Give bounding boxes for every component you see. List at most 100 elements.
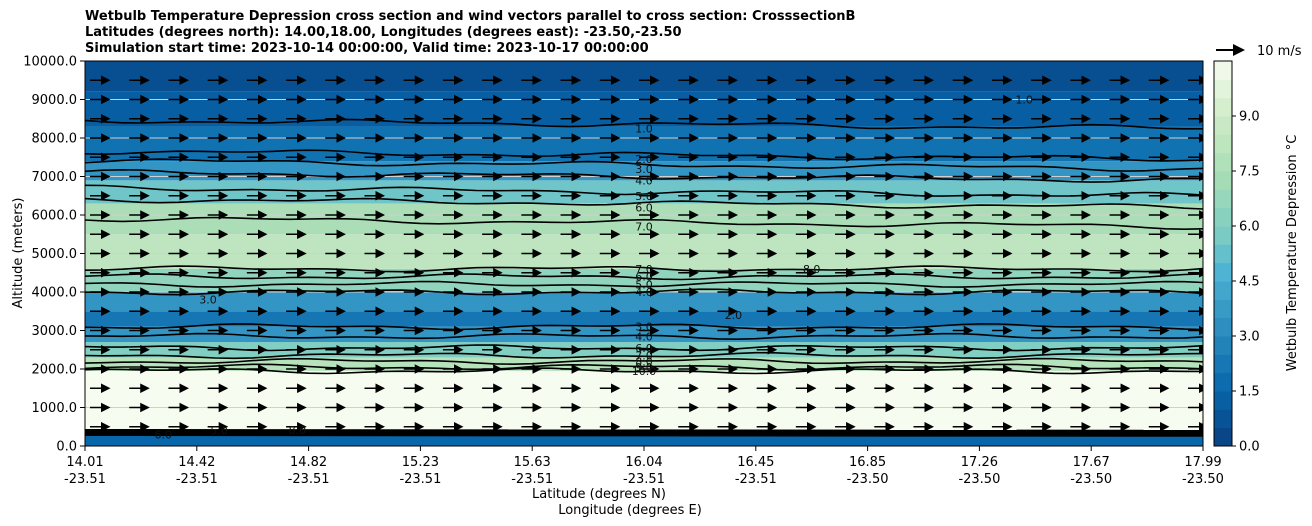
colorbar-segment-16	[1214, 134, 1232, 154]
contour-band-14	[85, 61, 1203, 92]
contour-band-13	[85, 91, 1203, 127]
x-tick-label-lon-9: -23.50	[1070, 472, 1112, 487]
contour-label-16: 8.0	[635, 355, 653, 368]
y-tick-label-10: 10000.0	[23, 55, 77, 70]
x-tick-label-lat-8: 17.26	[961, 455, 998, 470]
colorbar-segment-14	[1214, 171, 1232, 190]
x-tick-label-lon-0: -23.51	[64, 472, 106, 487]
x-tick-label-lat-0: 14.01	[66, 455, 103, 470]
y-tick-label-8: 8000.0	[32, 132, 78, 147]
colorbar-segment-9	[1214, 262, 1232, 282]
contour-line-16	[85, 363, 1203, 371]
x-tick-label-lat-10: 17.99	[1184, 455, 1221, 470]
x-tick-label-lat-2: 14.82	[290, 455, 327, 470]
y-tick-label-5: 5000.0	[32, 247, 78, 262]
contour-label-17: 9.0	[635, 361, 653, 374]
x-tick-label-lat-7: 16.85	[849, 455, 886, 470]
colorbar-segment-0	[1214, 427, 1232, 447]
x-tick-label-lon-7: -23.50	[847, 472, 889, 487]
contour-band-8	[85, 234, 1203, 269]
x-tick-label-lat-1: 14.42	[178, 455, 215, 470]
contour-label-7: 7.0	[635, 221, 653, 234]
contour-label-24: 6.0	[155, 428, 173, 441]
contour-band-5	[85, 311, 1203, 327]
contour-line-7	[85, 265, 1203, 273]
colorbar-segment-12	[1214, 207, 1232, 227]
colorbar-segment-1	[1214, 409, 1232, 429]
contour-label-21: 8.0	[803, 263, 821, 276]
contour-label-15: 7.0	[635, 350, 653, 363]
contour-label-23: 8.0	[289, 424, 307, 437]
contour-label-6: 6.0	[635, 201, 653, 214]
x-axis: 14.01 -23.51 14.42 -23.51 14.82 -23.51 15.23 -2…	[64, 446, 1224, 487]
contour-label-10: 5.0	[635, 278, 653, 291]
contour-line-2	[85, 158, 1203, 172]
contour-band-1	[85, 370, 1203, 431]
colorbar-segment-4	[1214, 354, 1232, 374]
y-tick-label-6: 6000.0	[32, 209, 78, 224]
colorbar-segment-18	[1214, 97, 1232, 117]
x-axis-label-latitude: Latitude (degrees N)	[532, 487, 666, 502]
x-tick-label-lon-8: -23.50	[958, 472, 1000, 487]
contour-label-14: 6.0	[635, 342, 653, 355]
wind-vectors	[90, 75, 1203, 432]
colorbar: 0.0 1.5 3.0 4.5 6.0 7.5 9.0	[1213, 60, 1260, 455]
contour-label-11: 4.0	[635, 286, 653, 299]
contour-label-8: 7.0	[635, 263, 653, 276]
contour-label-20: 2.0	[725, 309, 743, 322]
x-tick-label-lon-1: -23.51	[176, 472, 218, 487]
contour-line-8	[85, 273, 1203, 281]
chart-title-line-3: Simulation start time: 2023-10-14 00:00:…	[85, 41, 649, 56]
colorbar-tick-label-2: 3.0	[1239, 330, 1260, 345]
x-tick-label-lon-5: -23.51	[623, 472, 665, 487]
y-tick-label-9: 9000.0	[32, 93, 78, 108]
colorbar-frame	[1213, 60, 1233, 447]
y-tick-label-1: 1000.0	[32, 401, 78, 416]
y-tick-label-7: 7000.0	[32, 170, 78, 185]
x-tick-label-lat-6: 16.45	[737, 455, 774, 470]
contour-band-12	[85, 126, 1203, 162]
x-axis-label-longitude: Longitude (degrees E)	[558, 503, 702, 518]
plot-area: 1.01.02.03.04.05.06.07.07.06.05.04.03.04…	[85, 61, 1203, 446]
colorbar-tick-label-3: 4.5	[1239, 275, 1260, 290]
y-axis-label: Altitude (meters)	[11, 198, 26, 309]
y-tick-label-4: 4000.0	[32, 286, 78, 301]
colorbar-tick-label-6: 9.0	[1239, 110, 1260, 125]
contour-line-13	[85, 344, 1203, 352]
contour-label-1: 1.0	[635, 122, 653, 135]
contour-line-9	[85, 280, 1203, 288]
colorbar-segment-19	[1214, 79, 1232, 99]
colorbar-segment-10	[1214, 244, 1232, 264]
contour-line-17	[85, 367, 1203, 375]
contour-line-6	[85, 216, 1203, 231]
x-tick-label-lat-4: 15.63	[514, 455, 551, 470]
y-tick-label-2: 2000.0	[32, 363, 78, 378]
y-tick-label-0: 0.0	[56, 440, 77, 455]
chart-title-line-2: Latitudes (degrees north): 14.00,18.00, …	[85, 25, 682, 40]
contour-band-10	[85, 180, 1203, 204]
colorbar-segment-15	[1214, 152, 1232, 172]
contour-line-1	[85, 149, 1203, 162]
contour-line-4	[85, 184, 1203, 197]
chart-title: Wetbulb Temperature Depression cross sec…	[85, 9, 855, 56]
contour-label-0: 1.0	[1015, 94, 1033, 107]
contour-line-0	[85, 118, 1203, 130]
contour-line-surface-bundle	[85, 429, 1203, 437]
colorbar-segment-11	[1214, 226, 1232, 245]
colorbar-tick-label-0: 0.0	[1239, 440, 1260, 455]
contour-line-15	[85, 357, 1203, 366]
colorbar-segment-8	[1214, 281, 1232, 300]
colorbar-segment-20	[1214, 61, 1232, 80]
colorbar-tick-label-4: 6.0	[1239, 220, 1260, 235]
x-tick-label-lat-9: 17.67	[1073, 455, 1110, 470]
x-tick-label-lon-2: -23.51	[288, 472, 330, 487]
y-tick-label-3: 3000.0	[32, 324, 78, 339]
chart-title-line-1: Wetbulb Temperature Depression cross sec…	[85, 9, 855, 24]
contour-label-9: 6.0	[635, 271, 653, 284]
contour-band-6	[85, 292, 1203, 312]
contour-label-22: 5.0	[210, 425, 228, 438]
colorbar-tick-label-5: 7.5	[1239, 165, 1260, 180]
colorbar-label: Wetbulb Temperature Depression °C	[1285, 135, 1300, 372]
x-tick-label-lon-10: -23.50	[1182, 472, 1224, 487]
